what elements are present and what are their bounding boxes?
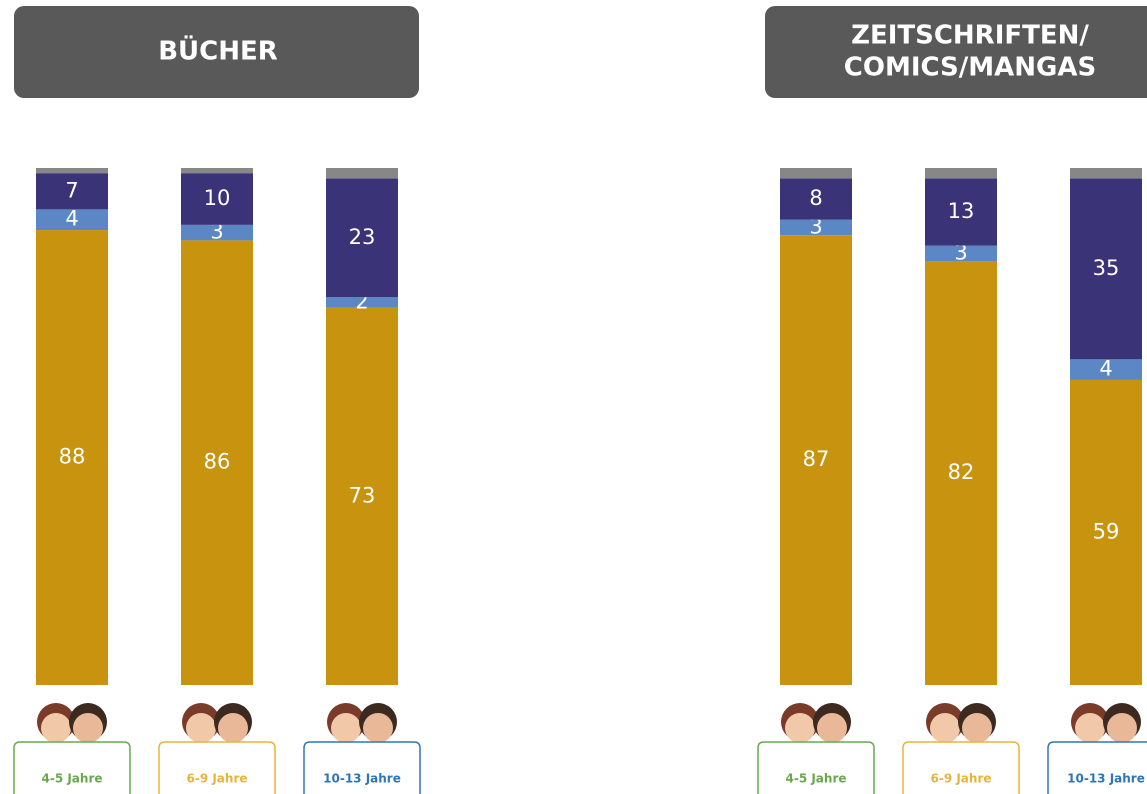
kid-face bbox=[41, 713, 71, 743]
category-label: 10-13 Jahre bbox=[323, 772, 401, 786]
chart: BÜCHER88474-5 Jahre863106-9 Jahre7322310… bbox=[0, 0, 1147, 794]
category-box bbox=[14, 742, 130, 794]
category-box bbox=[159, 742, 275, 794]
value-label: 35 bbox=[1093, 256, 1120, 280]
category-box bbox=[758, 742, 874, 794]
kids-illustration bbox=[926, 703, 996, 743]
value-label: 82 bbox=[948, 460, 975, 484]
bar-segment bbox=[326, 168, 398, 178]
kids-illustration bbox=[327, 703, 397, 743]
chart-title: ZEITSCHRIFTEN/ bbox=[851, 21, 1089, 51]
page: {"chart_data": [ {"type": "bar", "stacke… bbox=[0, 0, 1147, 794]
value-label: 10 bbox=[204, 186, 231, 210]
chart-title: COMICS/MANGAS bbox=[844, 53, 1096, 83]
value-label: 7 bbox=[65, 178, 78, 202]
value-label: 8 bbox=[809, 186, 822, 210]
kid-face bbox=[73, 713, 103, 743]
category-label: 6-9 Jahre bbox=[186, 772, 247, 786]
bar-segment bbox=[36, 168, 108, 173]
kid-face bbox=[817, 713, 847, 743]
kids-illustration bbox=[37, 703, 107, 743]
kids-illustration bbox=[182, 703, 252, 743]
value-label: 4 bbox=[1099, 357, 1112, 381]
kid-face bbox=[1075, 713, 1105, 743]
kid-face bbox=[962, 713, 992, 743]
kid-face bbox=[1107, 713, 1137, 743]
kids-illustration bbox=[1071, 703, 1141, 743]
category-label: 4-5 Jahre bbox=[785, 772, 846, 786]
kid-face bbox=[218, 713, 248, 743]
bar-segment bbox=[1070, 168, 1142, 178]
category-box bbox=[1048, 742, 1147, 794]
kid-face bbox=[930, 713, 960, 743]
value-label: 59 bbox=[1093, 519, 1120, 543]
bar-segment bbox=[925, 168, 997, 178]
kid-face bbox=[363, 713, 393, 743]
value-label: 4 bbox=[65, 207, 78, 231]
value-label: 23 bbox=[349, 225, 376, 249]
category-label: 6-9 Jahre bbox=[930, 772, 991, 786]
kids-illustration bbox=[781, 703, 851, 743]
chart-title: BÜCHER bbox=[158, 34, 278, 67]
kid-face bbox=[331, 713, 361, 743]
value-label: 87 bbox=[803, 447, 830, 471]
bar-segment bbox=[181, 168, 253, 173]
value-label: 88 bbox=[59, 445, 86, 469]
category-box bbox=[903, 742, 1019, 794]
value-label: 13 bbox=[948, 199, 975, 223]
category-label: 4-5 Jahre bbox=[41, 772, 102, 786]
category-label: 10-13 Jahre bbox=[1067, 772, 1145, 786]
category-box bbox=[304, 742, 420, 794]
kid-face bbox=[186, 713, 216, 743]
value-label: 86 bbox=[204, 450, 231, 474]
kid-face bbox=[785, 713, 815, 743]
bar-segment bbox=[780, 168, 852, 178]
value-label: 73 bbox=[349, 483, 376, 507]
